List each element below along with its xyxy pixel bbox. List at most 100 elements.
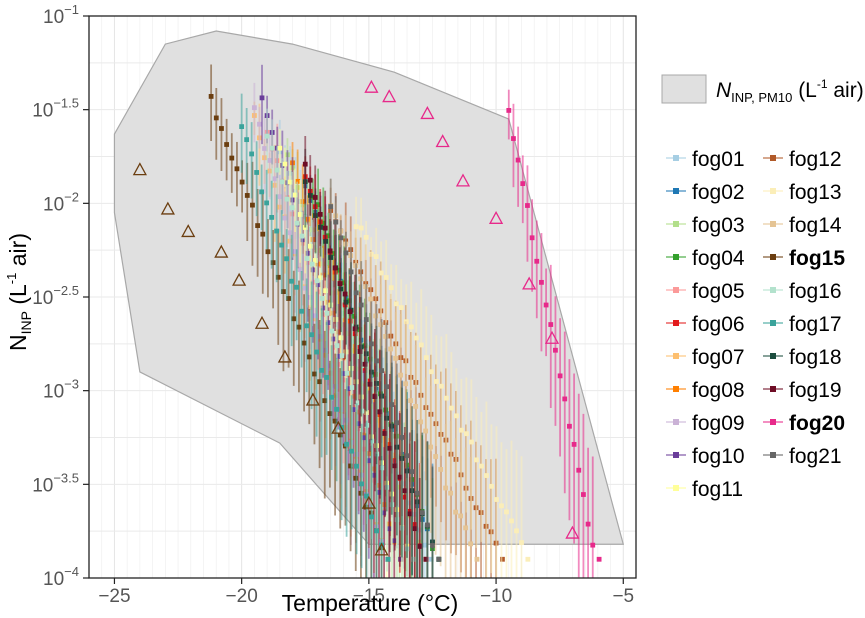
data-point bbox=[458, 427, 464, 433]
data-point bbox=[408, 324, 414, 330]
legend-item-fog05: fog05 bbox=[666, 280, 745, 303]
data-point bbox=[338, 235, 344, 241]
data-point bbox=[373, 254, 379, 259]
limit-point bbox=[525, 556, 531, 562]
data-point bbox=[399, 434, 405, 440]
data-point bbox=[424, 522, 430, 528]
data-point bbox=[430, 543, 435, 548]
data-point bbox=[255, 223, 261, 228]
legend-label: fog18 bbox=[789, 346, 842, 369]
data-point bbox=[319, 295, 325, 301]
data-point bbox=[409, 469, 415, 475]
limit-point bbox=[436, 556, 442, 562]
data-point bbox=[353, 224, 359, 230]
data-point bbox=[519, 540, 524, 545]
data-point bbox=[302, 161, 308, 167]
data-point bbox=[548, 322, 554, 327]
data-point bbox=[357, 349, 363, 354]
triangle-point bbox=[455, 173, 471, 187]
legend-marker bbox=[673, 353, 679, 359]
data-point bbox=[494, 497, 499, 502]
legend-marker bbox=[770, 221, 776, 227]
data-point bbox=[306, 354, 312, 360]
legend-marker bbox=[673, 221, 679, 227]
data-point bbox=[567, 423, 572, 429]
data-point bbox=[274, 228, 280, 234]
x-axis-label: Temperature (°C) bbox=[282, 590, 459, 616]
data-point bbox=[270, 260, 276, 266]
data-point bbox=[369, 341, 374, 347]
series-fog17 bbox=[239, 93, 391, 578]
data-point bbox=[339, 353, 345, 359]
data-point bbox=[342, 291, 348, 297]
data-point bbox=[338, 335, 344, 341]
triangle-point bbox=[305, 392, 320, 406]
data-point bbox=[251, 105, 257, 111]
data-point bbox=[229, 155, 235, 161]
data-point bbox=[557, 373, 563, 379]
data-point bbox=[581, 492, 586, 497]
legend-label: fog05 bbox=[692, 280, 745, 303]
legend-item-fog21: fog21 bbox=[763, 445, 842, 468]
data-point bbox=[314, 349, 320, 355]
data-point bbox=[506, 108, 512, 113]
data-point bbox=[349, 448, 354, 454]
data-point bbox=[384, 384, 390, 390]
legend-item-fog19: fog19 bbox=[763, 379, 842, 402]
data-point bbox=[302, 285, 308, 291]
legend-marker bbox=[770, 188, 776, 194]
legend-envelope: NINP, PM10 (L-1 air) bbox=[661, 74, 864, 105]
data-point bbox=[413, 335, 419, 341]
legend-item-fog13: fog13 bbox=[763, 181, 842, 204]
legend-item-fog01: fog01 bbox=[666, 148, 745, 171]
data-point bbox=[458, 513, 464, 519]
data-point bbox=[398, 305, 404, 311]
data-point bbox=[354, 463, 359, 469]
legend-item-fog15: fog15 bbox=[763, 247, 845, 270]
data-point bbox=[343, 250, 349, 256]
triangle-point bbox=[277, 349, 292, 363]
data-point bbox=[320, 305, 326, 311]
data-point bbox=[423, 428, 429, 434]
data-point bbox=[267, 158, 273, 163]
legend-item-fog20: fog20 bbox=[763, 412, 845, 435]
data-point bbox=[291, 316, 297, 322]
data-point bbox=[304, 256, 310, 261]
triangle-point bbox=[544, 330, 560, 344]
data-point bbox=[388, 285, 394, 291]
data-point bbox=[489, 483, 494, 489]
data-point bbox=[307, 177, 313, 183]
data-point bbox=[408, 398, 414, 404]
legend-label: fog01 bbox=[692, 148, 745, 171]
data-point bbox=[347, 309, 353, 315]
data-point bbox=[358, 225, 364, 231]
legend-marker bbox=[770, 320, 776, 326]
data-point bbox=[295, 178, 301, 184]
data-point bbox=[320, 220, 326, 226]
legend-marker bbox=[673, 320, 679, 326]
data-point bbox=[294, 220, 300, 226]
data-point bbox=[296, 324, 302, 330]
triangle-point bbox=[488, 210, 504, 224]
data-point bbox=[367, 381, 373, 387]
data-point bbox=[262, 146, 267, 151]
data-point bbox=[329, 394, 335, 400]
data-point bbox=[404, 453, 410, 459]
legend-marker bbox=[770, 353, 776, 359]
legend-envelope-swatch bbox=[661, 74, 707, 104]
data-point bbox=[269, 145, 275, 151]
legend-item-fog07: fog07 bbox=[666, 346, 745, 369]
data-point bbox=[282, 215, 288, 221]
data-point bbox=[323, 288, 329, 294]
data-point bbox=[394, 420, 400, 426]
data-point bbox=[333, 219, 339, 225]
data-point bbox=[414, 490, 420, 496]
data-point bbox=[366, 458, 372, 464]
data-point bbox=[412, 526, 418, 532]
series-fog21 bbox=[328, 178, 442, 578]
legend-item-fog08: fog08 bbox=[666, 379, 745, 402]
data-point bbox=[239, 179, 245, 185]
data-point bbox=[219, 126, 224, 131]
data-point bbox=[277, 194, 283, 200]
triangle-point bbox=[254, 315, 270, 329]
